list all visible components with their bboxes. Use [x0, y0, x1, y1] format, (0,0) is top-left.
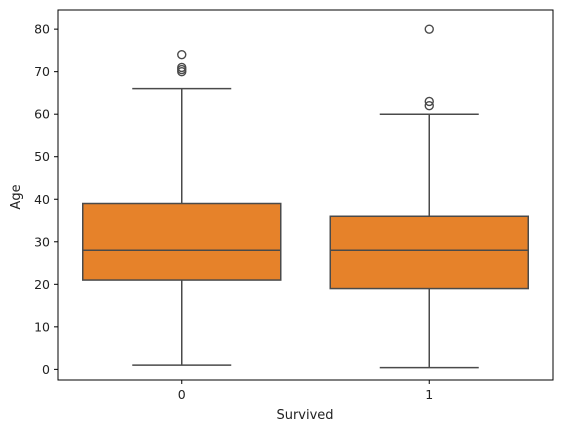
y-tick-label: 20	[34, 277, 50, 292]
axes: 0 10 20 30 40 50 60 70 80 0 1	[34, 9, 554, 402]
y-tick-label: 50	[34, 149, 50, 164]
y-tick-label: 40	[34, 192, 50, 207]
outlier-point	[177, 49, 187, 60]
y-tick-label: 10	[34, 319, 50, 334]
iqr-box	[329, 215, 529, 290]
outlier-point	[177, 62, 187, 73]
y-tick-label: 0	[42, 362, 50, 377]
y-tick-label: 80	[34, 22, 50, 37]
iqr-box	[82, 202, 282, 281]
x-tick-label: 0	[178, 387, 186, 402]
outlier-point	[424, 96, 434, 107]
box-group-1	[329, 24, 529, 369]
plot-frame	[57, 9, 554, 381]
y-tick-label: 70	[34, 64, 50, 79]
plot-area	[82, 24, 529, 369]
outlier-point	[424, 24, 434, 34]
y-tick-label: 30	[34, 234, 50, 249]
x-tick-label: 1	[425, 387, 433, 402]
x-axis-label: Survived	[276, 408, 333, 423]
y-tick-label: 60	[34, 107, 50, 122]
outlier-point	[424, 100, 434, 111]
box-group-0	[82, 49, 282, 366]
y-axis-label: Age	[9, 184, 24, 209]
